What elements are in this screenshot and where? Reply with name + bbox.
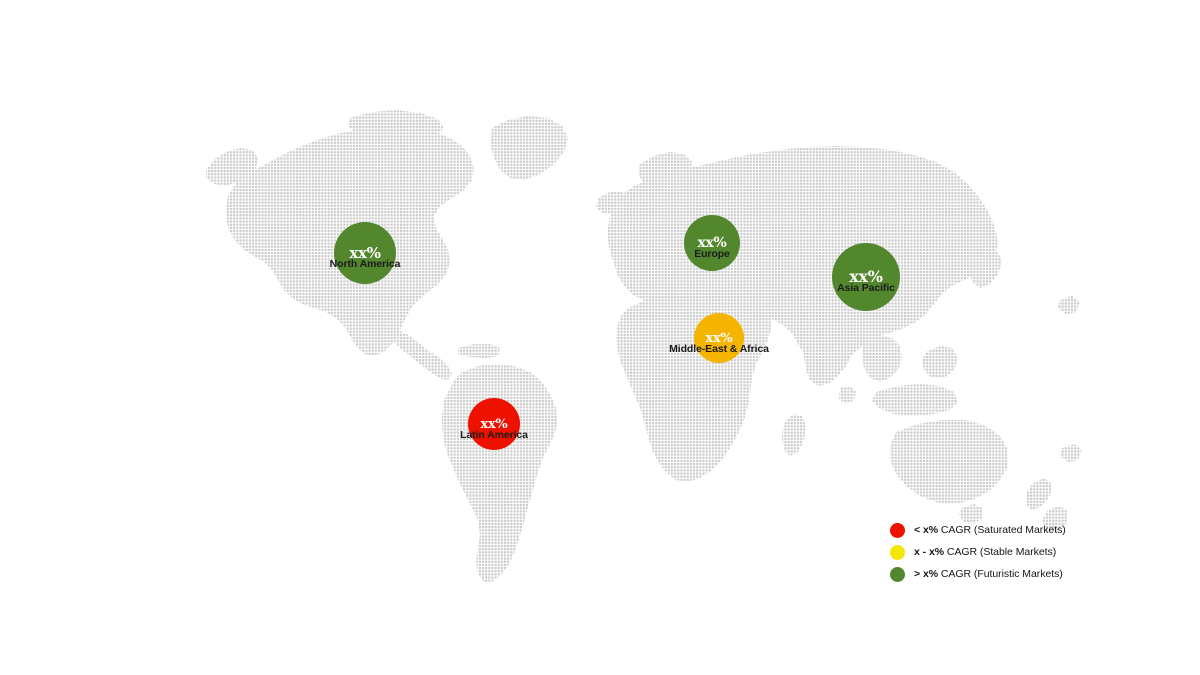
- bubble-label-middle-east-africa: Middle-East & Africa: [669, 343, 769, 355]
- bubble-value-latin-america: xx%: [480, 416, 508, 432]
- legend-label-futuristic: > x% CAGR (Futuristic Markets): [914, 568, 1063, 580]
- bubble-value-europe: xx%: [697, 235, 727, 251]
- region-bubble-north-america[interactable]: xx% North America: [330, 222, 400, 284]
- legend-item-saturated[interactable]: < x% CAGR (Saturated Markets): [890, 519, 1090, 541]
- bubble-value-middle-east-africa: xx%: [705, 330, 733, 346]
- region-bubble-latin-america[interactable]: xx% Latin America: [460, 398, 528, 450]
- bubble-circle-middle-east-africa[interactable]: xx%: [694, 313, 744, 363]
- legend-range-saturated: < x%: [914, 524, 939, 536]
- legend-item-futuristic[interactable]: > x% CAGR (Futuristic Markets): [890, 563, 1090, 585]
- region-bubble-asia-pacific[interactable]: xx% Asia Pacific: [832, 243, 900, 311]
- legend-dot-stable-icon: [890, 544, 905, 560]
- bubble-label-europe: Europe: [694, 248, 730, 260]
- legend-range-futuristic: > x%: [914, 568, 939, 580]
- bubble-value-north-america: xx%: [349, 243, 381, 262]
- legend-item-stable[interactable]: x - x% CAGR (Stable Markets): [890, 541, 1090, 563]
- legend-desc-futuristic: CAGR (Futuristic Markets): [938, 568, 1063, 580]
- bubble-circle-latin-america[interactable]: xx%: [468, 398, 520, 450]
- legend-dot-futuristic-icon: [890, 566, 905, 582]
- bubble-label-asia-pacific: Asia Pacific: [837, 282, 895, 294]
- region-bubble-europe[interactable]: xx% Europe: [684, 215, 740, 271]
- bubble-circle-asia-pacific[interactable]: xx%: [832, 243, 900, 311]
- bubble-circle-north-america[interactable]: xx%: [334, 222, 396, 284]
- legend-desc-stable: CAGR (Stable Markets): [944, 546, 1057, 558]
- bubble-circle-europe[interactable]: xx%: [684, 215, 740, 271]
- cagr-legend: < x% CAGR (Saturated Markets) x - x% CAGR…: [890, 519, 1090, 585]
- region-bubble-middle-east-africa[interactable]: xx% Middle-East & Africa: [669, 313, 769, 363]
- bubble-label-north-america: North America: [329, 258, 401, 270]
- legend-label-saturated: < x% CAGR (Saturated Markets): [914, 524, 1066, 536]
- legend-desc-saturated: CAGR (Saturated Markets): [938, 524, 1066, 536]
- bubble-value-asia-pacific: xx%: [849, 267, 883, 286]
- bubble-label-latin-america: Latin America: [460, 429, 528, 441]
- legend-dot-saturated-icon: [890, 522, 905, 538]
- legend-range-stable: x - x%: [914, 546, 945, 558]
- legend-label-stable: x - x% CAGR (Stable Markets): [914, 546, 1056, 558]
